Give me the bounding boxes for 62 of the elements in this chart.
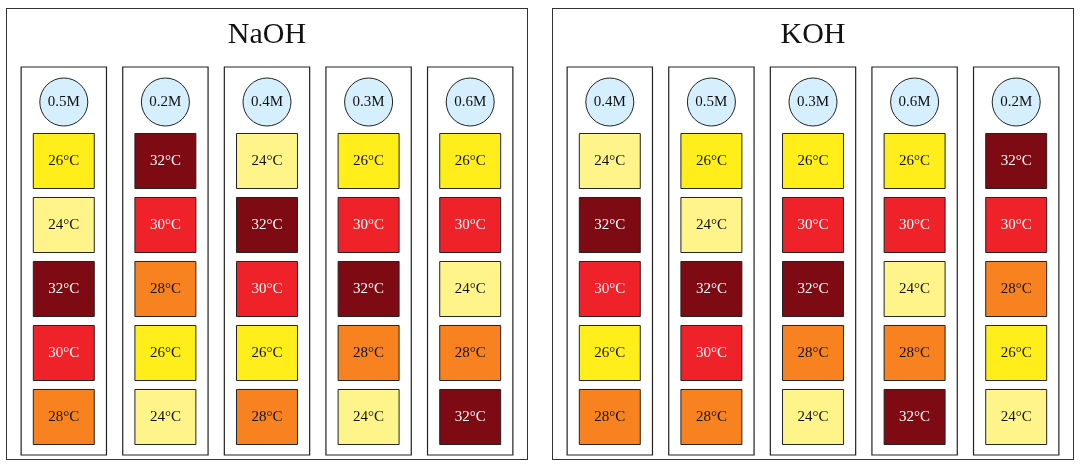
data-label: 32°C	[1000, 151, 1032, 168]
data-label: 26°C	[797, 151, 829, 168]
data-label: 28°C	[48, 407, 80, 424]
data-label: 26°C	[695, 151, 727, 168]
data-label: 28°C	[1000, 279, 1032, 296]
data-label: 32°C	[899, 407, 931, 424]
data-label: 30°C	[251, 279, 283, 296]
data-label: 26°C	[353, 151, 385, 168]
x-tick-label: 0.4M	[593, 92, 626, 109]
data-label: 24°C	[1000, 407, 1032, 424]
data-label: 32°C	[797, 279, 829, 296]
data-label: 26°C	[149, 343, 181, 360]
data-label: 24°C	[797, 407, 829, 424]
data-label: 28°C	[899, 343, 931, 360]
data-label: 30°C	[797, 215, 829, 232]
data-label: 30°C	[899, 215, 931, 232]
data-label: 28°C	[149, 279, 181, 296]
data-label: 28°C	[797, 343, 829, 360]
x-tick-label: 0.6M	[454, 92, 487, 109]
x-tick-label: 0.2M	[1000, 92, 1033, 109]
data-label: 24°C	[594, 151, 626, 168]
data-label: 32°C	[48, 279, 80, 296]
data-label: 32°C	[251, 215, 283, 232]
x-tick-label: 0.3M	[796, 92, 830, 109]
data-label: 32°C	[149, 151, 181, 168]
data-label: 24°C	[48, 215, 80, 232]
x-tick-label: 0.6M	[898, 92, 931, 109]
data-label: 26°C	[48, 151, 80, 168]
data-label: 24°C	[454, 279, 486, 296]
data-label: 26°C	[454, 151, 486, 168]
data-label: 32°C	[454, 407, 486, 424]
data-label: 30°C	[695, 343, 727, 360]
data-label: 30°C	[48, 343, 80, 360]
x-tick-label: 0.2M	[149, 92, 182, 109]
data-label: 30°C	[454, 215, 486, 232]
x-tick-label: 0.5M	[695, 92, 728, 109]
data-label: 28°C	[251, 407, 283, 424]
data-label: 28°C	[353, 343, 385, 360]
data-label: 30°C	[594, 279, 626, 296]
data-label: 26°C	[1000, 343, 1032, 360]
x-tick-label: 0.4M	[250, 92, 284, 109]
data-label: 32°C	[594, 215, 626, 232]
chart-title: KOH	[780, 15, 846, 49]
data-label: 28°C	[454, 343, 486, 360]
data-label: 24°C	[353, 407, 385, 424]
data-label: 24°C	[695, 215, 727, 232]
x-tick-label: 0.3M	[352, 92, 385, 109]
data-label: 30°C	[353, 215, 385, 232]
data-label: 28°C	[695, 407, 727, 424]
data-label: 24°C	[251, 151, 283, 168]
data-label: 26°C	[594, 343, 626, 360]
data-label: 32°C	[353, 279, 385, 296]
data-label: 26°C	[899, 151, 931, 168]
data-label: 30°C	[149, 215, 181, 232]
data-label: 24°C	[899, 279, 931, 296]
data-label: 26°C	[251, 343, 283, 360]
chart-title: NaOH	[227, 15, 307, 49]
data-label: 24°C	[149, 407, 181, 424]
data-label: 30°C	[1000, 215, 1032, 232]
data-label: 32°C	[695, 279, 727, 296]
data-label: 28°C	[594, 407, 626, 424]
x-tick-label: 0.5M	[47, 92, 80, 109]
